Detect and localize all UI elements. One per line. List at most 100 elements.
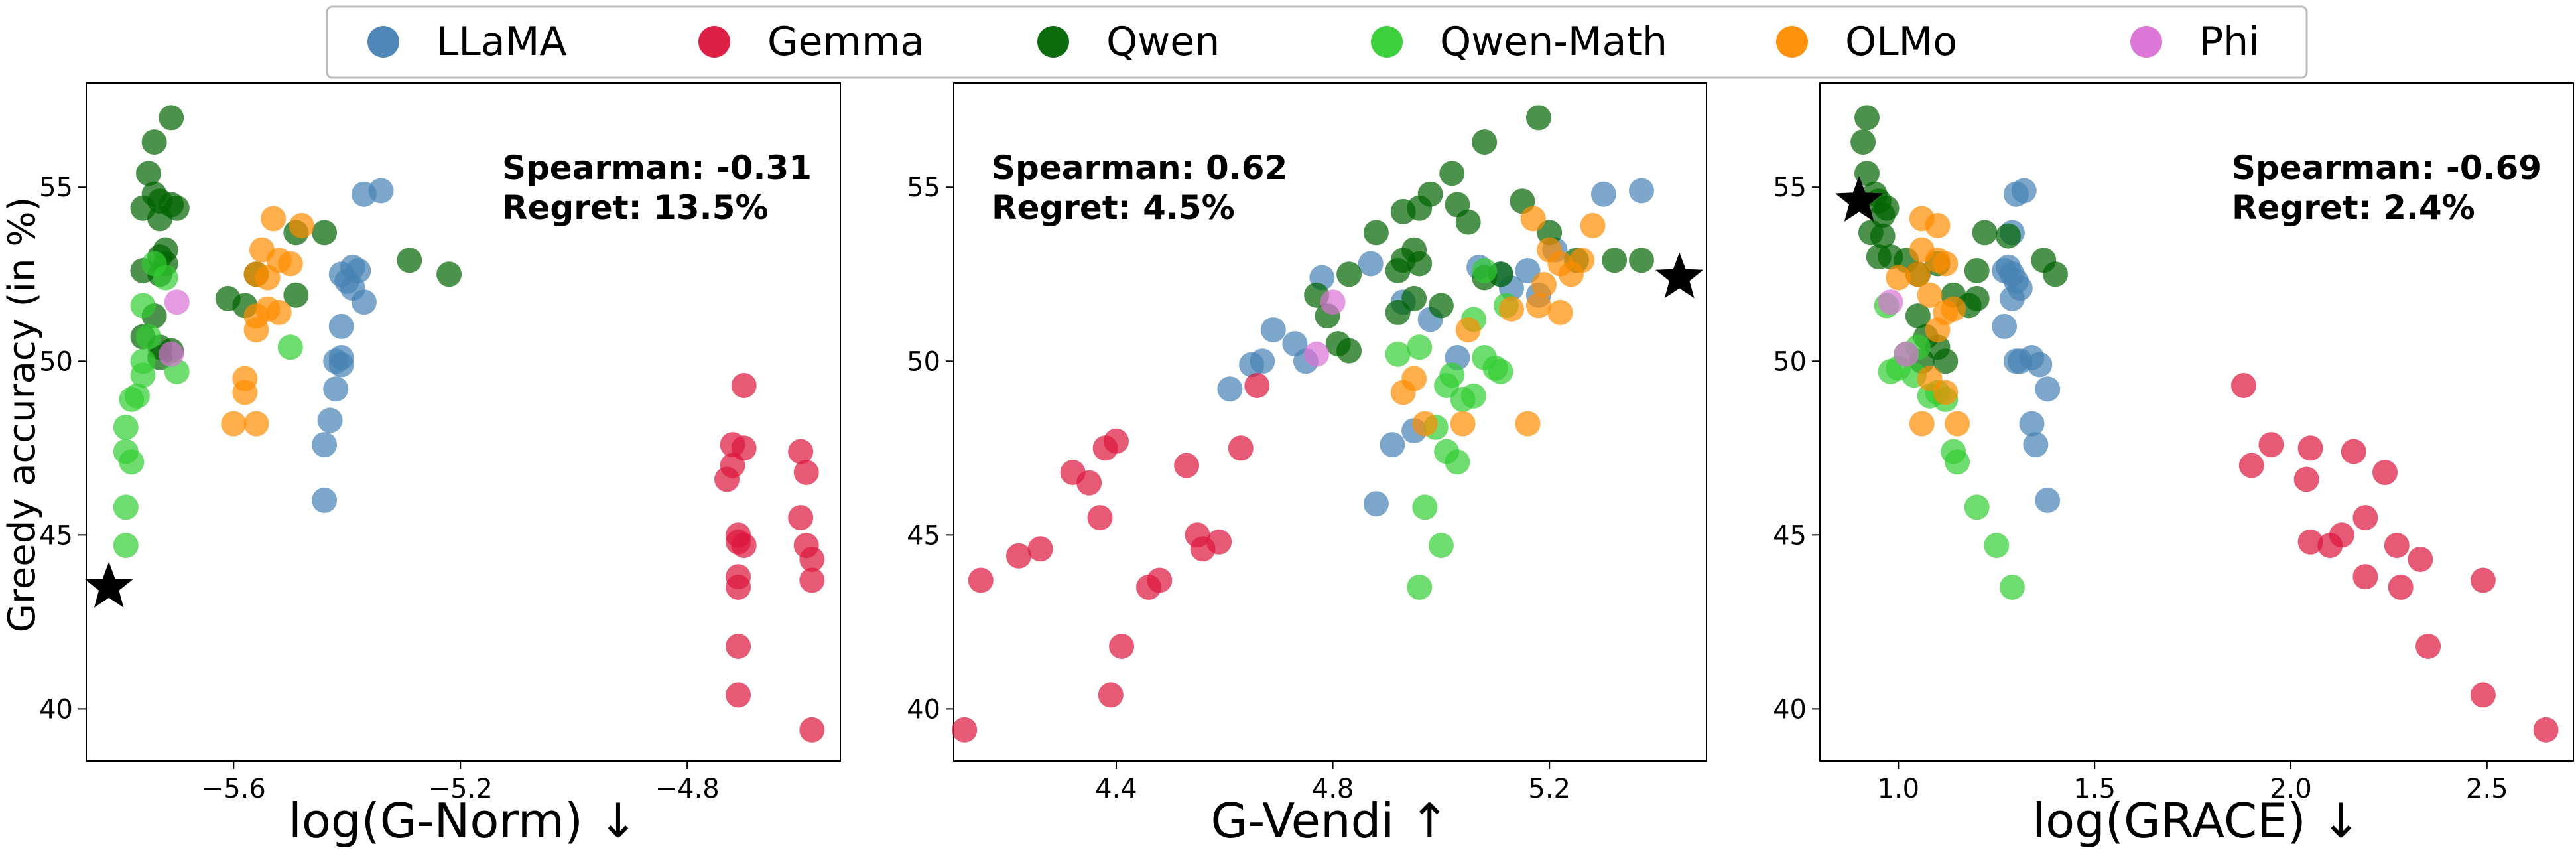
data-point bbox=[1964, 258, 1990, 283]
best-model-star bbox=[85, 561, 133, 608]
data-point bbox=[1886, 265, 1911, 291]
plot-frame bbox=[86, 82, 841, 762]
data-point bbox=[1525, 293, 1551, 319]
data-point bbox=[1992, 313, 2018, 339]
data-point bbox=[2352, 505, 2378, 531]
data-point bbox=[2231, 373, 2256, 398]
data-point bbox=[1358, 251, 1384, 277]
data-point bbox=[1407, 251, 1433, 277]
data-point bbox=[726, 574, 751, 600]
data-point bbox=[799, 717, 825, 743]
data-point bbox=[312, 487, 338, 513]
data-point bbox=[2297, 529, 2323, 555]
series-phi bbox=[1304, 289, 1346, 367]
data-point bbox=[1925, 212, 1951, 238]
regret-annotation: Regret: 2.4% bbox=[2232, 188, 2475, 227]
legend-entry-phi: Phi bbox=[2130, 19, 2260, 65]
legend-label: OLMo bbox=[1845, 19, 1957, 65]
data-point bbox=[113, 533, 139, 559]
data-point bbox=[726, 634, 751, 659]
data-point bbox=[2384, 533, 2410, 559]
data-point bbox=[2341, 439, 2366, 464]
data-point bbox=[968, 567, 994, 593]
data-point bbox=[1602, 248, 1628, 273]
series-gemma bbox=[714, 373, 825, 743]
legend-label: Qwen bbox=[1106, 19, 1220, 65]
data-point bbox=[1363, 220, 1389, 246]
data-point bbox=[1109, 634, 1135, 659]
data-point bbox=[1909, 411, 1935, 437]
data-point bbox=[2415, 634, 2441, 659]
y-tick-label: 45 bbox=[39, 520, 73, 551]
legend-entry-olmo: OLMo bbox=[1776, 19, 1957, 65]
data-point bbox=[2019, 411, 2045, 437]
data-point bbox=[1217, 376, 1243, 402]
data-point bbox=[2470, 682, 2496, 708]
data-point bbox=[1894, 341, 1919, 367]
data-point bbox=[731, 373, 757, 398]
data-point bbox=[2533, 717, 2559, 743]
data-point bbox=[788, 505, 814, 531]
legend-marker bbox=[1776, 26, 1808, 58]
data-point bbox=[799, 547, 825, 572]
data-point bbox=[952, 717, 978, 743]
data-point bbox=[1244, 373, 1270, 398]
data-point bbox=[1445, 449, 1470, 475]
data-point bbox=[714, 466, 740, 492]
series-olmo bbox=[1390, 206, 1606, 437]
data-point bbox=[1412, 494, 1438, 520]
data-point bbox=[731, 533, 757, 559]
regret-annotation: Regret: 4.5% bbox=[992, 188, 1235, 227]
data-point bbox=[726, 682, 751, 708]
regret-annotation: Regret: 13.5% bbox=[502, 188, 769, 227]
data-point bbox=[1260, 317, 1286, 343]
spearman-annotation: Spearman: 0.62 bbox=[992, 149, 1287, 187]
data-point bbox=[221, 411, 247, 437]
data-point bbox=[1515, 411, 1541, 437]
data-point bbox=[1385, 341, 1411, 367]
data-point bbox=[793, 460, 819, 485]
data-point bbox=[2470, 567, 2496, 593]
y-tick-label: 40 bbox=[1773, 694, 1807, 725]
data-point bbox=[136, 324, 161, 350]
data-point bbox=[1428, 293, 1454, 319]
data-point bbox=[1407, 574, 1433, 600]
panel-grace: 40 45 50 55 1.0 1.5 2.0 2.5 log(GRACE) ↓ Spearman… bbox=[1773, 82, 2574, 849]
y-tick-label: 50 bbox=[907, 346, 940, 377]
data-point bbox=[1455, 209, 1481, 235]
y-tick-label: 55 bbox=[907, 173, 940, 203]
data-point bbox=[1455, 317, 1481, 343]
data-point bbox=[312, 432, 338, 458]
legend-marker bbox=[1037, 26, 1069, 58]
data-point bbox=[1878, 289, 1903, 315]
legend-label: Gemma bbox=[767, 19, 925, 65]
data-point bbox=[1228, 435, 1254, 461]
panel-g-norm: 40 45 50 55 −5.6 −5.2 −4.8 log(G-Norm) ↓ Spearma… bbox=[39, 82, 841, 849]
data-point bbox=[1304, 341, 1330, 367]
data-point bbox=[113, 494, 139, 520]
series-phi bbox=[159, 289, 190, 367]
legend-entry-qwen: Qwen bbox=[1037, 19, 1220, 65]
spearman-annotation: Spearman: -0.69 bbox=[2232, 149, 2542, 187]
data-point bbox=[799, 567, 825, 593]
data-point bbox=[1385, 258, 1411, 283]
legend-marker bbox=[367, 26, 399, 58]
x-tick-label: −4.8 bbox=[655, 774, 720, 804]
data-point bbox=[266, 299, 292, 325]
data-point bbox=[1590, 181, 1616, 207]
x-tick-label: −5.2 bbox=[428, 774, 493, 804]
x-axis-label: log(GRACE) ↓ bbox=[2032, 793, 2361, 849]
data-point bbox=[1933, 251, 1959, 277]
spearman-annotation: Spearman: -0.31 bbox=[502, 149, 812, 187]
x-tick-label: 1.5 bbox=[2073, 774, 2116, 804]
data-point bbox=[2293, 466, 2319, 492]
x-axis-label: log(G-Norm) ↓ bbox=[289, 793, 638, 849]
data-point bbox=[351, 181, 377, 207]
data-point bbox=[328, 313, 354, 339]
data-point bbox=[1390, 380, 1416, 405]
data-point bbox=[2238, 453, 2264, 478]
data-point bbox=[283, 282, 309, 308]
data-point bbox=[1472, 258, 1498, 283]
data-point bbox=[130, 293, 156, 319]
